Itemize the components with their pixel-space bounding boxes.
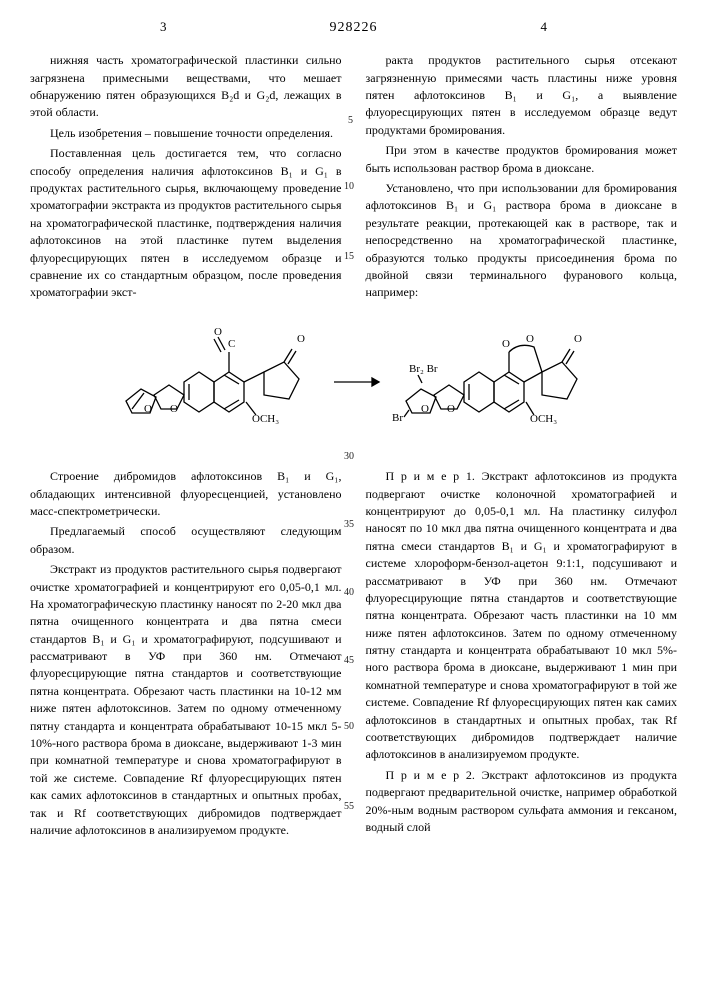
svg-text:O: O (297, 333, 305, 345)
line-number: 35 (344, 518, 354, 533)
line-number: 45 (344, 654, 354, 669)
formula-label: Br (392, 412, 403, 424)
column-left-top: нижняя часть хроматографической пластинк… (30, 52, 342, 304)
formula-label: Br₂ Br (409, 363, 438, 375)
svg-text:C: C (228, 338, 235, 350)
page-number-left: 3 (160, 18, 167, 37)
paragraph: Цель изобретения – повышение точности оп… (30, 125, 342, 142)
svg-text:O: O (214, 326, 222, 338)
line-number: 30 (344, 450, 354, 465)
paragraph: П р и м е р 2. Экстракт афлотоксинов из … (366, 767, 678, 837)
line-number: 50 (344, 720, 354, 735)
line-number: 55 (344, 800, 354, 815)
svg-text:O: O (526, 333, 534, 345)
paragraph: нижняя часть хроматографической пластинк… (30, 52, 342, 122)
page-number-right: 4 (541, 18, 548, 37)
column-right-bottom: П р и м е р 1. Экстракт афлотоксинов из … (366, 468, 678, 842)
line-number: 5 (348, 114, 353, 129)
line-number: 15 (344, 250, 354, 265)
svg-text:O: O (144, 403, 152, 415)
paragraph: Экстракт из продуктов растительного сырь… (30, 561, 342, 839)
upper-columns: нижняя часть хроматографической пластинк… (30, 52, 677, 304)
paragraph: ракта продуктов растительного сырья отсе… (366, 52, 678, 139)
paragraph: Предлагаемый способ осуществляют следующ… (30, 523, 342, 558)
paragraph: Поставленная цель достигается тем, что с… (30, 145, 342, 302)
column-right-top: ракта продуктов растительного сырья отсе… (366, 52, 678, 304)
chemical-structure-diagram: O O O O C OCH₃ O O O O O (30, 317, 677, 452)
paragraph: Установлено, что при использовании для б… (366, 180, 678, 302)
line-number: 40 (344, 586, 354, 601)
column-left-bottom: Строение дибромидов афлотоксинов B₁ и G₁… (30, 468, 342, 842)
svg-text:O: O (502, 338, 510, 350)
paragraph: П р и м е р 1. Экстракт афлотоксинов из … (366, 468, 678, 764)
line-number: 10 (344, 180, 354, 195)
paragraph: При этом в качестве продуктов бромирован… (366, 142, 678, 177)
svg-text:O: O (574, 333, 582, 345)
paragraph: Строение дибромидов афлотоксинов B₁ и G₁… (30, 468, 342, 520)
svg-text:O: O (447, 403, 455, 415)
svg-text:O: O (421, 403, 429, 415)
svg-text:O: O (170, 403, 178, 415)
